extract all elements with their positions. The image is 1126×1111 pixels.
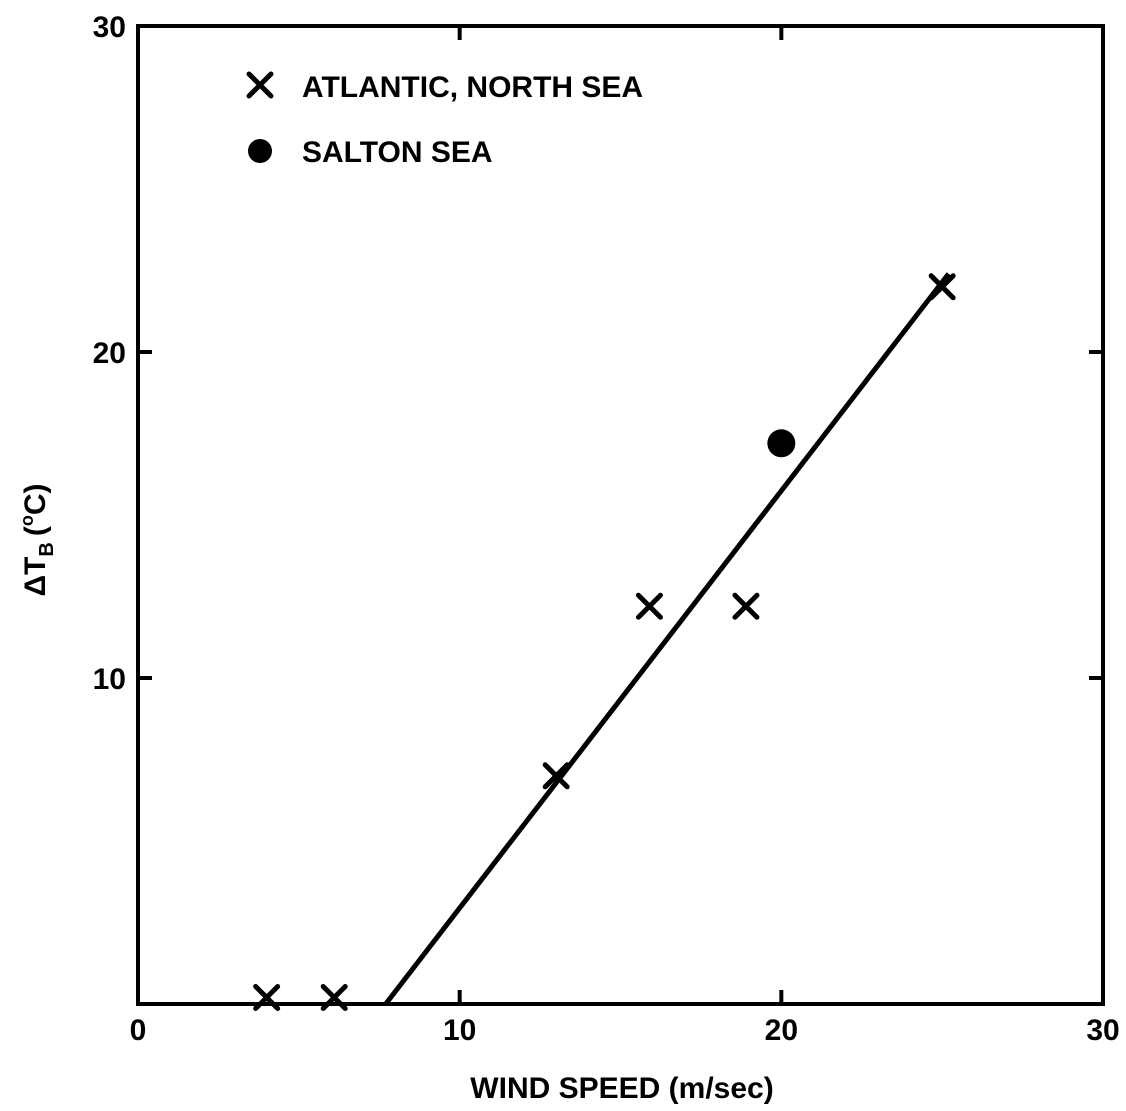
fit-line-group [383, 272, 951, 1006]
x-tick-label: 20 [765, 1014, 798, 1047]
plot-frame [136, 24, 1105, 1006]
x-marker-point [542, 762, 570, 790]
x-marker-point [635, 592, 663, 620]
x-tick-label: 0 [130, 1014, 147, 1047]
y-tick-label: 10 [93, 663, 126, 696]
legend-circle-marker [248, 139, 272, 163]
legend-label-atlantic: ATLANTIC, NORTH SEA [302, 71, 643, 104]
x-axis-label: WIND SPEED (m/sec) [470, 1072, 773, 1105]
x-marker-point [320, 983, 348, 1011]
legend-label-salton: SALTON SEA [302, 136, 493, 169]
y-label-t: T [19, 557, 52, 575]
tick-labels: 0 10 20 30 10 20 30 [93, 11, 1120, 1047]
y-label-degree: o [17, 515, 37, 526]
data-points [253, 273, 956, 1011]
y-label-delta: Δ [19, 575, 52, 597]
y-axis-label: ΔTB (oC) [17, 483, 58, 596]
axis-ticks [138, 26, 1103, 1004]
y-label-unit: C [19, 493, 52, 515]
x-marker-point [928, 273, 956, 301]
circle-marker-point [767, 429, 796, 458]
y-label-close-paren: ) [19, 483, 52, 493]
y-tick-label: 20 [93, 337, 126, 370]
y-label-open-paren: ( [19, 526, 52, 536]
legend: ATLANTIC, NORTH SEA SALTON SEA [246, 71, 643, 169]
y-tick-label: 30 [93, 11, 126, 44]
x-marker-point [732, 592, 760, 620]
y-label-subscript: B [36, 542, 58, 556]
legend-x-marker [246, 71, 274, 99]
fit-line [383, 272, 951, 1006]
x-marker-point [253, 983, 281, 1011]
x-tick-label: 10 [443, 1014, 476, 1047]
x-tick-label: 30 [1086, 1014, 1119, 1047]
